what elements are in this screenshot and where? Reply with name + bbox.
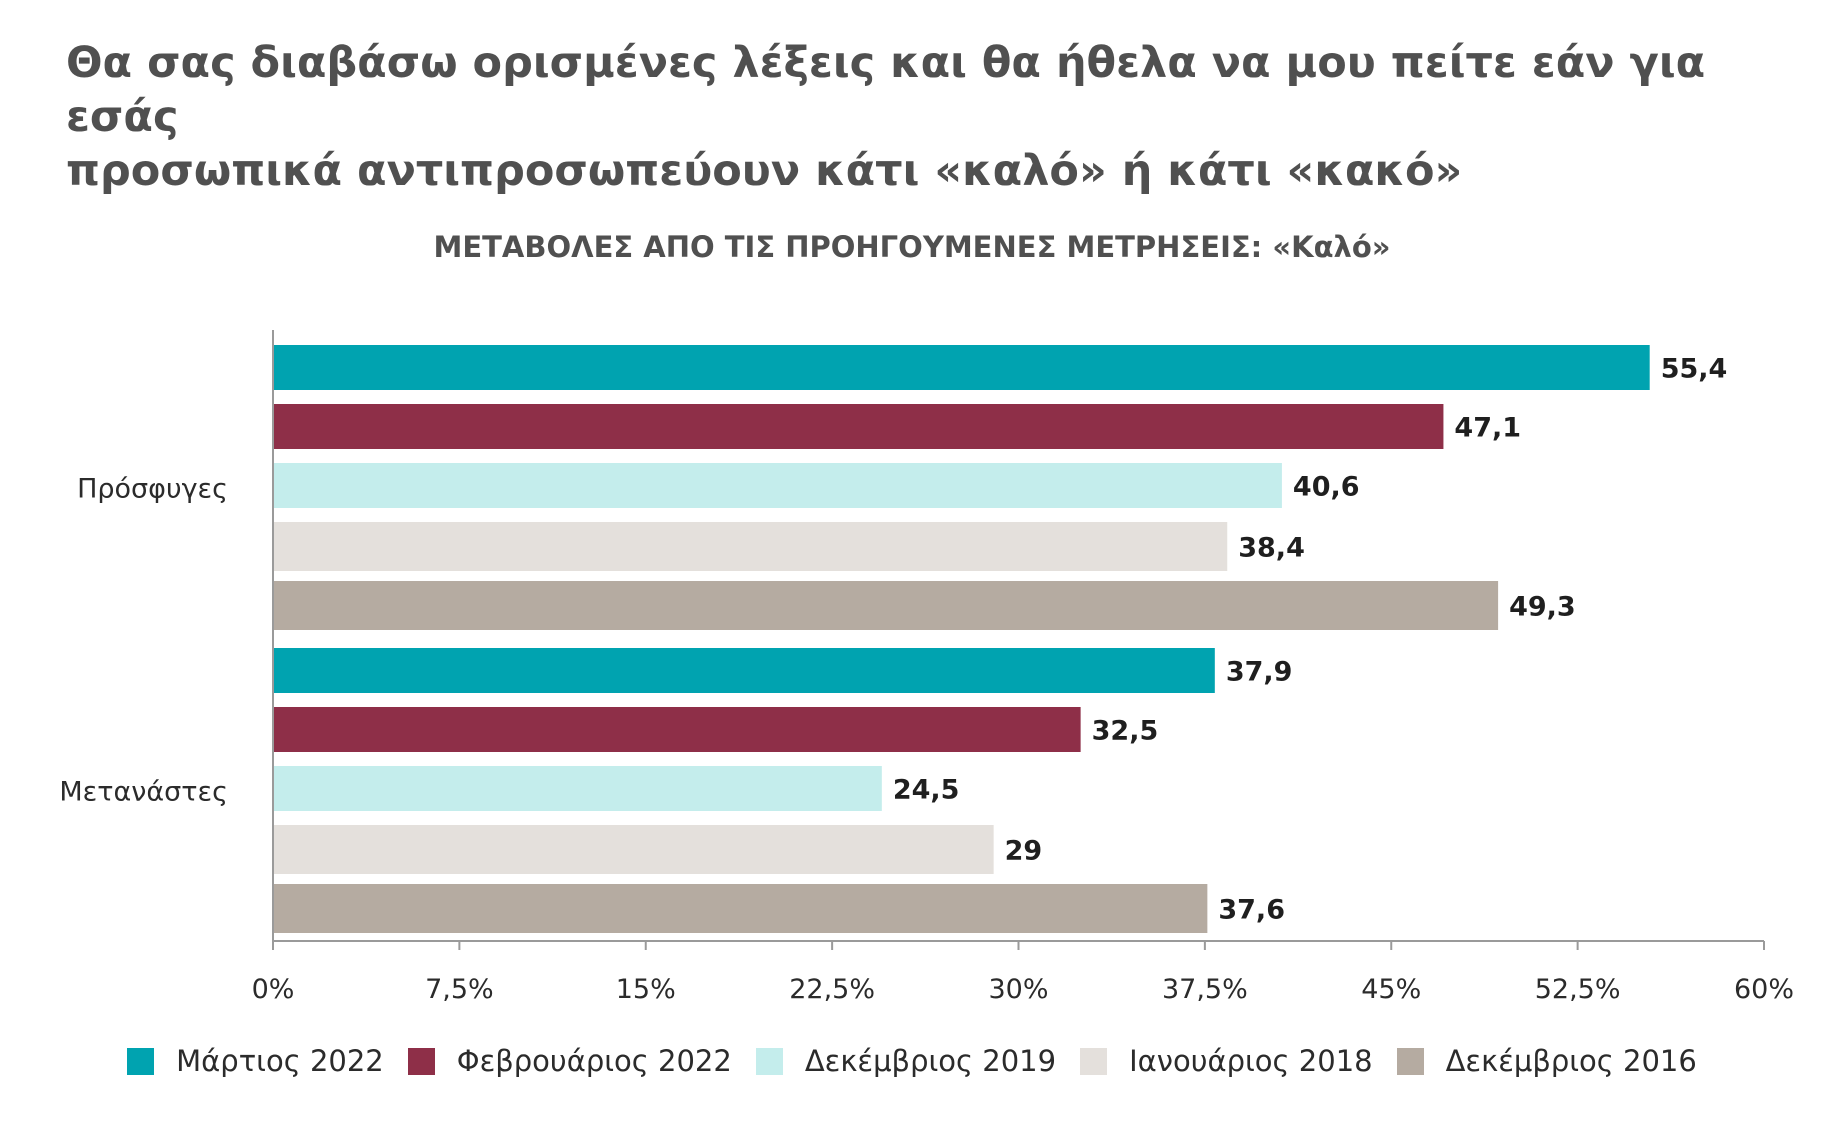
bar — [273, 884, 1208, 933]
bar — [273, 345, 1650, 390]
data-label: 37,6 — [1218, 895, 1285, 926]
legend-label: Μάρτιος 2022 — [176, 1044, 384, 1078]
chart-title: ΜΕΤΑΒΟΛΕΣ ΑΠΟ ΤΙΣ ΠΡΟΗΓΟΥΜΕΝΕΣ ΜΕΤΡΗΣΕΙΣ… — [433, 230, 1391, 264]
heading-line-1: Θα σας διαβάσω ορισμένες λέξεις και θα ή… — [66, 38, 1706, 142]
legend: Μάρτιος 2022 Φεβρουάριος 2022 Δεκέμβριος 2… — [0, 1044, 1824, 1078]
legend-swatch — [1396, 1047, 1424, 1075]
bar — [273, 581, 1499, 630]
category-label: Μετανάστες — [59, 777, 228, 808]
x-tick-label: 22,5% — [789, 974, 875, 1005]
legend-swatch — [1080, 1047, 1108, 1075]
bars-group: 55,4 47,1 40,6 38,4 49,3 Πρόσφυγες 37,9 32,5 24,… — [59, 345, 1727, 933]
legend-swatch — [407, 1047, 435, 1075]
legend-label: Φεβρουάριος 2022 — [456, 1044, 732, 1078]
legend-item: Φεβρουάριος 2022 — [407, 1044, 732, 1078]
bar — [273, 404, 1444, 449]
data-label: 29 — [1005, 836, 1043, 867]
x-tick-label: 60% — [1734, 974, 1794, 1005]
bar — [273, 522, 1228, 571]
heading-line-2: προσωπικά αντιπροσωπεύουν κάτι «καλό» ή … — [66, 146, 1463, 196]
x-tick-label: 0% — [252, 974, 295, 1005]
x-tick-label: 45% — [1361, 974, 1421, 1005]
legend-swatch — [755, 1047, 783, 1075]
page-heading: Θα σας διαβάσω ορισμένες λέξεις και θα ή… — [66, 36, 1766, 198]
x-tick-label: 30% — [988, 974, 1048, 1005]
bar-chart: 55,4 47,1 40,6 38,4 49,3 Πρόσφυγες 37,9 32,5 24,… — [59, 330, 1794, 1005]
data-label: 55,4 — [1661, 354, 1728, 385]
bar — [273, 707, 1081, 752]
data-label: 49,3 — [1509, 592, 1576, 623]
x-tick-label: 7,5% — [425, 974, 494, 1005]
bar — [273, 463, 1282, 508]
bar — [273, 766, 882, 811]
axes-group: 0% 7,5% 15% 22,5% 30% 37,5% 45% 52,5% 60% — [252, 330, 1794, 1005]
legend-label: Δεκέμβριος 2019 — [804, 1044, 1057, 1078]
bar — [273, 825, 994, 874]
data-label: 38,4 — [1238, 533, 1305, 564]
data-label: 24,5 — [893, 775, 960, 806]
data-label: 37,9 — [1226, 657, 1293, 688]
category-label: Πρόσφυγες — [77, 474, 228, 505]
legend-label: Δεκέμβριος 2016 — [1445, 1044, 1697, 1078]
x-tick-label: 37,5% — [1162, 974, 1248, 1005]
x-tick-label: 52,5% — [1535, 974, 1621, 1005]
legend-item: Ιανουάριος 2018 — [1080, 1044, 1373, 1078]
x-tick-label: 15% — [616, 974, 676, 1005]
legend-item: Δεκέμβριος 2019 — [755, 1044, 1057, 1078]
data-label: 40,6 — [1293, 472, 1360, 503]
legend-label: Ιανουάριος 2018 — [1129, 1044, 1373, 1078]
data-label: 32,5 — [1092, 716, 1159, 747]
legend-item: Μάρτιος 2022 — [127, 1044, 384, 1078]
legend-swatch — [127, 1047, 155, 1075]
legend-item: Δεκέμβριος 2016 — [1396, 1044, 1697, 1078]
bar — [273, 648, 1215, 693]
data-label: 47,1 — [1454, 413, 1521, 444]
